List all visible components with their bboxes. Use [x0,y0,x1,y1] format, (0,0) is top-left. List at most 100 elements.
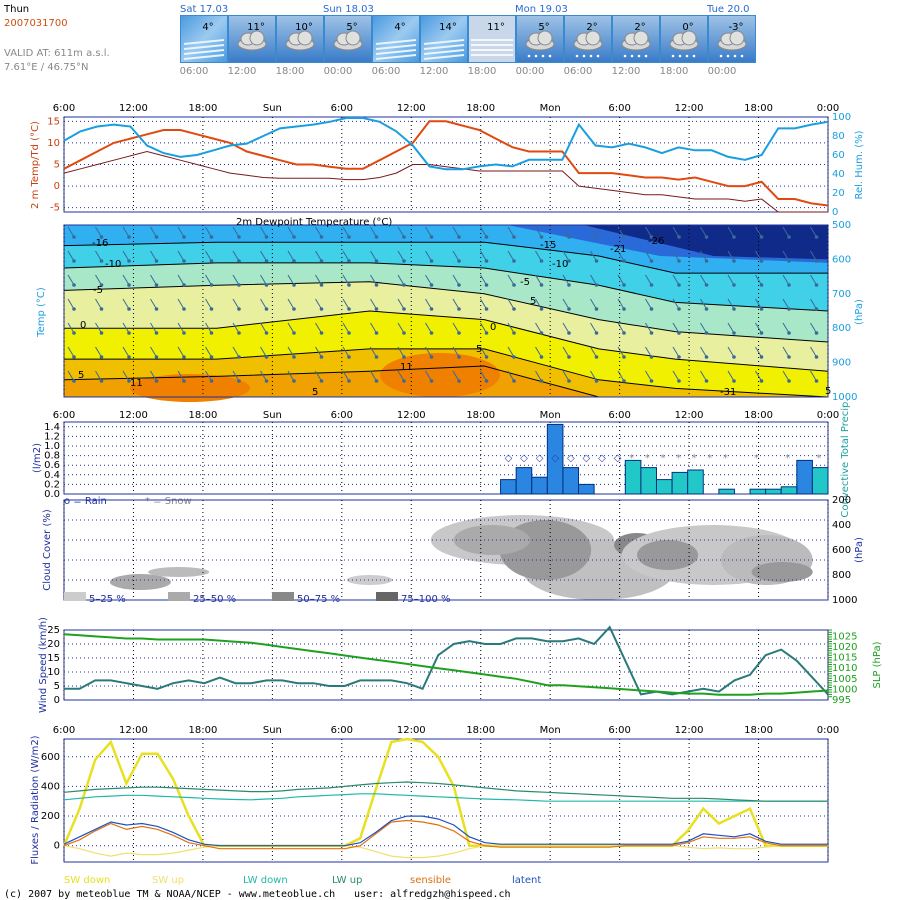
wind-barb [67,370,76,383]
contour-label: -15 [540,240,556,251]
wind-barb [315,298,324,311]
barb-staff [727,250,735,262]
barb-staff [535,346,542,358]
strip-cell: 0° [661,16,707,62]
barb-staff [95,274,102,286]
barb-staff [672,298,680,310]
contour-line [63,241,828,274]
strip-temp: 14° [439,22,457,33]
barb-staff [315,322,322,334]
legend-entry: sensible [410,875,451,886]
legend-label: 50–75 % [297,594,340,605]
panel-frame [63,224,829,398]
barb-staff [370,274,377,286]
strip-time: 00:00 [516,66,545,77]
barb-staff [727,226,735,238]
barb-staff [535,322,542,334]
barb-staff [507,370,515,382]
wind-barb [672,298,681,311]
time-tick-label: 12:00 [119,410,148,421]
barb-staff [507,274,515,286]
barb-staff [782,346,790,358]
strip-day: Sun 18.03 [323,4,374,15]
temperature-series-line [63,120,829,207]
wind-barb [95,274,104,287]
snow-symbol: * [816,453,821,464]
barb-staff [452,298,460,310]
barb-staff [232,346,240,358]
barb-staff [232,274,240,286]
strip-time: 06:00 [564,66,593,77]
wind-barb [755,322,764,335]
cloud-shape [633,30,649,46]
wind-barb [645,250,654,263]
barb-staff [452,250,460,262]
barb-staff [177,298,185,310]
location-name: Thun [3,4,29,15]
panel-title: 2m Dewpoint Temperature (°C) [236,217,392,228]
wind-barb [370,370,379,383]
strip-cell: 11° [469,16,515,62]
barb-staff [755,322,762,334]
wind-barb [150,274,159,287]
wind-barb [370,346,379,359]
barb-staff [755,370,762,382]
wind-barb [480,346,489,359]
contour-line [63,281,829,343]
snowflake-shape [719,54,723,58]
y-axis-title: Wind Speed (km/h) [38,617,49,713]
time-tick-label: 18:00 [744,725,773,736]
barb-staff [590,226,597,238]
wind-barb [315,274,324,287]
y2-tick-label: 40 [832,169,845,180]
time-tick-label: 12:00 [675,410,704,421]
strip-time: 00:00 [324,66,353,77]
time-tick-label: Sun [263,725,282,736]
cloud-cover-area [346,575,393,585]
cloud-shape [297,30,313,46]
wind-barb [205,298,214,311]
snow-symbol: * [785,453,790,464]
strip-temp: 11° [487,22,505,33]
rain-symbol: ◇ [583,453,591,464]
barb-staff [782,250,790,262]
wind-barb [287,250,296,263]
y-tick-label: 0 [54,695,60,706]
barb-staff [177,346,185,358]
contour-label: 11 [130,378,143,389]
barb-staff [562,346,570,358]
wind-barb [150,250,159,263]
wind-barb [672,370,681,383]
barb-staff [67,346,75,358]
wind-barb [562,346,571,359]
barb-staff [205,322,212,334]
barb-staff [425,226,432,238]
snow-symbol: * [676,453,681,464]
wind-barb [425,346,434,359]
barb-staff [480,370,487,382]
barb-staff [425,250,432,262]
barb-staff [782,226,790,238]
barb-staff [507,322,515,334]
barb-staff [287,274,295,286]
strip-temp: 0° [682,22,693,33]
haze-icon [423,39,465,45]
wind-barb [645,346,654,359]
wind-barb [370,298,379,311]
wind-barb [617,346,626,359]
wind-barb [260,274,269,287]
precip-bar [687,469,704,495]
strip-day: Mon 19.03 [515,4,568,15]
barb-staff [755,250,762,262]
wind-barb [370,250,379,263]
wind-barb [67,250,76,263]
barb-staff [645,298,652,310]
y2-axis-title: Convective Total Precip. [840,398,851,517]
strip-cell: 5° [517,16,563,62]
barb-staff [782,370,790,382]
wind-barb [425,274,434,287]
cloud-shape [585,30,601,46]
snowflake-shape [548,54,552,58]
barb-staff [122,298,130,310]
